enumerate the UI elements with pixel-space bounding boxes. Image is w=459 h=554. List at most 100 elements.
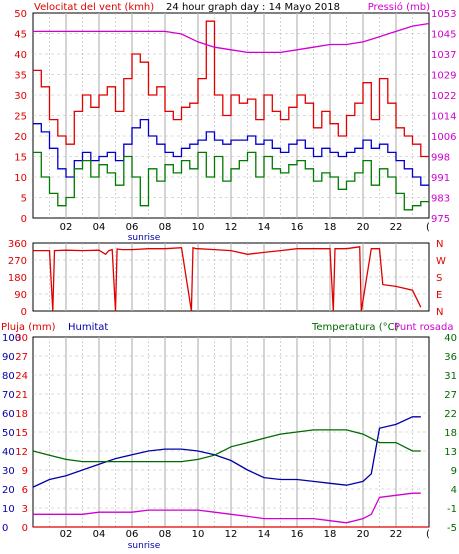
dew-point-axis-title: Punt rosada — [394, 322, 453, 333]
humidity-tick-label: 90 — [2, 352, 15, 363]
wind-direction-series — [33, 246, 422, 312]
rain-tick-label: 0 — [22, 523, 28, 534]
humidity-tick-label: 60 — [2, 409, 15, 420]
direction-tick-label: 0 — [21, 307, 27, 318]
humidity-tick-label: 20 — [2, 485, 15, 496]
hour-tick-label: 16 — [291, 222, 304, 233]
pressure-tick-label: 1006 — [431, 132, 456, 143]
humidity-tick-label: 30 — [2, 466, 15, 477]
hour-tick-label: 14 — [258, 529, 271, 540]
wind-tick-label: 30 — [14, 91, 27, 102]
wind-tick-label: 0 — [21, 214, 27, 225]
wind-axis-title: Velocitat del vent (kmh) — [34, 2, 154, 13]
wind-pressure-grid — [33, 13, 429, 218]
hour-tick-label: 16 — [291, 529, 304, 540]
sunrise-label-top: sunrise — [128, 233, 161, 243]
rain-tick-label: 24 — [15, 371, 28, 382]
humidity-tick-label: 10 — [2, 504, 15, 515]
direction-tick-label: 180 — [8, 273, 27, 284]
compass-label: N — [436, 307, 443, 318]
pressure-tick-label: 975 — [431, 214, 450, 225]
rain-tick-label: 9 — [22, 466, 28, 477]
rain-tick-label: 15 — [15, 428, 28, 439]
hour-tick-label: 22 — [390, 222, 403, 233]
wind-pressure-series — [33, 20, 430, 211]
hour-tick-label: 10 — [192, 529, 205, 540]
wind-tick-label: 45 — [14, 30, 27, 41]
hour-end-label: ( — [426, 529, 430, 540]
humidity-tick-label: 50 — [2, 428, 15, 439]
temperature-tick-label: 18 — [444, 428, 457, 439]
temperature-tick-label: 22 — [444, 409, 457, 420]
humidity-tick-label: 70 — [2, 390, 15, 401]
pressure-tick-label: 998 — [431, 153, 450, 164]
hour-tick-label: 04 — [93, 529, 106, 540]
hour-tick-label: 02 — [60, 222, 73, 233]
chart-title: 24 hour graph day : 14 Mayo 2018 — [166, 2, 340, 13]
hour-tick-label: 18 — [324, 222, 337, 233]
wind-tick-label: 35 — [14, 71, 27, 82]
wind-tick-label: 40 — [14, 50, 27, 61]
pressure-tick-label: 983 — [431, 194, 450, 205]
wind-tick-label: 50 — [14, 9, 27, 20]
temperature-line — [32, 429, 421, 463]
pressure-tick-label: 1037 — [431, 50, 456, 61]
wind-gust-line — [33, 20, 429, 158]
rain-tick-label: 21 — [15, 390, 28, 401]
pressure-tick-label: 1045 — [431, 30, 456, 41]
direction-tick-label: 270 — [8, 256, 27, 267]
compass-label: W — [436, 256, 446, 267]
temperature-tick-label: 31 — [444, 371, 457, 382]
dew_point-line — [33, 492, 421, 524]
temperature-tick-label: 27 — [444, 390, 457, 401]
compass-label: E — [436, 290, 442, 301]
climate-series — [32, 416, 429, 528]
temperature-tick-label: 9 — [451, 466, 457, 477]
wind-average-line — [33, 118, 429, 186]
humidity-tick-label: 0 — [2, 523, 8, 534]
humidity-axis-title: Humitat — [68, 322, 108, 333]
rain-tick-label: 12 — [15, 447, 28, 458]
hour-tick-label: 06 — [126, 222, 139, 233]
compass-label: N — [436, 239, 443, 250]
axis-tick-labels: 0510152025303540455097598399199810061014… — [2, 9, 457, 540]
humidity-tick-label: 80 — [2, 371, 15, 382]
hour-tick-label: 14 — [258, 222, 271, 233]
wind-tick-label: 5 — [21, 194, 27, 205]
wind-direction-grid — [33, 243, 429, 311]
temperature-axis-title: Temperatura (°C) — [311, 322, 399, 333]
hour-tick-label: 02 — [60, 529, 73, 540]
wind-tick-label: 20 — [14, 132, 27, 143]
sunrise-label-bottom: sunrise — [128, 541, 161, 551]
pressure-tick-label: 991 — [431, 173, 450, 184]
wind-tick-label: 25 — [14, 112, 27, 123]
hour-tick-label: 12 — [225, 529, 238, 540]
climate-grid — [33, 337, 429, 527]
pressure-tick-label: 1053 — [431, 9, 456, 20]
temperature-tick-label: 40 — [444, 333, 457, 344]
temperature-tick-label: -1 — [447, 504, 457, 515]
humidity-tick-label: 40 — [2, 447, 15, 458]
pressure-tick-label: 1029 — [431, 71, 456, 82]
rain-tick-label: 3 — [22, 504, 28, 515]
temperature-tick-label: 13 — [444, 447, 457, 458]
wind-tick-label: 10 — [14, 173, 27, 184]
wind-direction-line — [33, 246, 422, 312]
temperature-tick-label: -5 — [447, 523, 457, 534]
hour-tick-label: 04 — [93, 222, 106, 233]
wind-minimum-line — [33, 151, 429, 211]
pressure-tick-label: 1022 — [431, 91, 456, 102]
hour-tick-label: 10 — [192, 222, 205, 233]
hour-tick-label: 18 — [324, 529, 337, 540]
hour-tick-label: 22 — [390, 529, 403, 540]
pressure-axis-title: Pressió (mb) — [368, 1, 430, 13]
rain-tick-label: 30 — [15, 333, 28, 344]
rain-tick-label: 27 — [15, 352, 28, 363]
hour-tick-label: 20 — [357, 222, 370, 233]
wind-tick-label: 15 — [14, 153, 27, 164]
hour-tick-label: 20 — [357, 529, 370, 540]
compass-label: S — [436, 273, 442, 284]
rain-axis-title: Pluja (mm) — [1, 322, 56, 333]
direction-tick-label: 90 — [14, 290, 27, 301]
